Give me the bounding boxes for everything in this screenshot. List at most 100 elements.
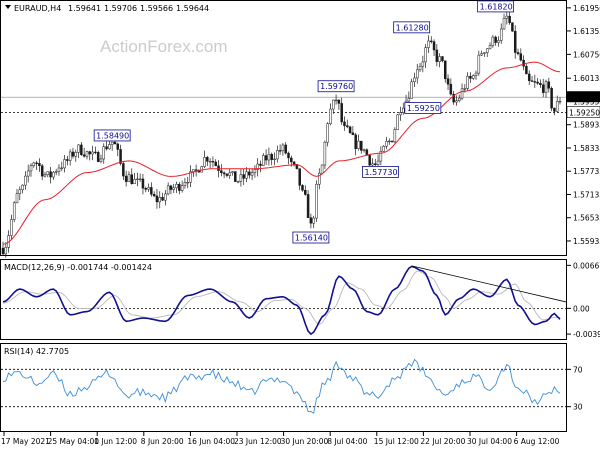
candle-body bbox=[525, 65, 528, 75]
candle-body bbox=[276, 150, 279, 160]
candle-body bbox=[505, 15, 509, 19]
candle-body bbox=[253, 169, 257, 173]
candle-body bbox=[113, 141, 117, 145]
candle-body bbox=[231, 171, 234, 174]
price-annotation-label: 1.56140 bbox=[295, 234, 328, 243]
candle-body bbox=[189, 171, 192, 183]
candle-body bbox=[40, 165, 44, 177]
candle-body bbox=[312, 217, 315, 224]
candle-body bbox=[116, 143, 120, 150]
price-annotation-box bbox=[404, 102, 442, 114]
candle-body bbox=[402, 107, 405, 113]
candle-body bbox=[547, 81, 551, 89]
time-tick-label: 6 Aug 12:00 bbox=[514, 437, 560, 446]
current-price-label: 1.59644 bbox=[569, 93, 600, 102]
rsi-panel-frame bbox=[0, 343, 567, 432]
price-tick-label: 1.58935 bbox=[573, 121, 600, 130]
candle-body bbox=[150, 187, 153, 195]
candle-body bbox=[141, 178, 145, 189]
price-annotation-label: 1.58490 bbox=[96, 131, 129, 140]
candle-body bbox=[499, 28, 503, 41]
candle-body bbox=[256, 163, 259, 170]
candle-body bbox=[455, 100, 458, 103]
candle-body bbox=[421, 61, 425, 67]
candle-body bbox=[457, 97, 461, 101]
macd-tick-label: 0.006679 bbox=[573, 261, 600, 270]
candle-body bbox=[488, 45, 492, 50]
candle-body bbox=[250, 172, 254, 176]
moving-average bbox=[2, 61, 561, 245]
dropdown-triangle-icon[interactable] bbox=[5, 5, 11, 9]
candle-body bbox=[108, 144, 111, 150]
candle-body bbox=[96, 152, 100, 162]
candle-body bbox=[427, 40, 430, 48]
price-tick-label: 1.61950 bbox=[573, 4, 600, 13]
candle-body bbox=[502, 18, 506, 30]
candle-body bbox=[74, 152, 78, 157]
candle-body bbox=[362, 149, 366, 151]
price-annotations: 1.58490 1.59760 1.61280 1.61820 1.57730 1.592… bbox=[93, 0, 515, 244]
candle-body bbox=[292, 161, 296, 165]
candle-body bbox=[225, 173, 229, 176]
candle-body bbox=[527, 73, 531, 81]
ohlc-open: 1.59641 bbox=[68, 4, 101, 13]
candle-body bbox=[416, 69, 419, 79]
candle-body bbox=[57, 167, 61, 172]
candle-body bbox=[491, 36, 495, 46]
candle-body bbox=[287, 152, 290, 159]
candle-body bbox=[301, 185, 304, 191]
macd-trendline bbox=[411, 265, 567, 303]
candle-body bbox=[553, 107, 556, 112]
candle-body bbox=[124, 175, 128, 182]
candle-body bbox=[424, 47, 427, 63]
candle-body bbox=[192, 169, 195, 172]
candle-body bbox=[429, 40, 433, 43]
candle-body bbox=[374, 163, 377, 165]
price-annotation-label: 1.61280 bbox=[396, 23, 429, 32]
candle-body bbox=[483, 52, 486, 54]
rsi-tick-label: 70 bbox=[573, 365, 583, 374]
candle-body bbox=[66, 159, 69, 161]
candle-body bbox=[175, 183, 178, 189]
candle-body bbox=[105, 146, 108, 150]
candle-body bbox=[485, 48, 489, 53]
current-price-box bbox=[567, 91, 600, 103]
candle-body bbox=[323, 141, 327, 166]
candle-body bbox=[158, 197, 161, 203]
candle-body bbox=[242, 174, 245, 179]
candle-body bbox=[511, 22, 514, 32]
candle-body bbox=[340, 103, 343, 123]
candle-body bbox=[60, 167, 64, 169]
time-tick-label: 15 Jul 12:00 bbox=[374, 437, 419, 446]
candle-body bbox=[452, 93, 455, 103]
candle-body bbox=[248, 171, 251, 176]
candle-body bbox=[110, 141, 114, 145]
candle-body bbox=[35, 162, 38, 164]
candle-body bbox=[393, 129, 397, 143]
candle-body bbox=[399, 112, 402, 116]
price-tick-label: 1.57135 bbox=[573, 190, 600, 199]
time-tick-label: 8 Jul 04:00 bbox=[327, 437, 367, 446]
price-annotation-label: 1.59760 bbox=[320, 82, 353, 91]
candle-body bbox=[555, 101, 559, 112]
price-grid bbox=[1, 96, 566, 113]
candle-body bbox=[245, 171, 248, 179]
ohlc-close: 1.59644 bbox=[176, 4, 209, 13]
price-annotation-label: 1.61820 bbox=[480, 2, 513, 11]
candle-body bbox=[130, 174, 134, 184]
price-header: EURAUD,H4 1.59641 1.59706 1.59566 1.5964… bbox=[5, 4, 209, 13]
candle-body bbox=[180, 185, 184, 191]
candle-body bbox=[466, 75, 469, 89]
candle-body bbox=[332, 99, 335, 110]
candle-body bbox=[172, 187, 175, 190]
candle-body bbox=[298, 168, 301, 186]
candle-body bbox=[239, 174, 243, 182]
candle-body bbox=[334, 99, 338, 102]
candle-body bbox=[270, 154, 273, 160]
candle-body bbox=[208, 161, 212, 163]
candle-body bbox=[309, 217, 313, 224]
candle-body bbox=[304, 189, 307, 195]
candle-body bbox=[326, 123, 329, 143]
time-tick-label: 8 Jun 20:00 bbox=[141, 437, 184, 446]
